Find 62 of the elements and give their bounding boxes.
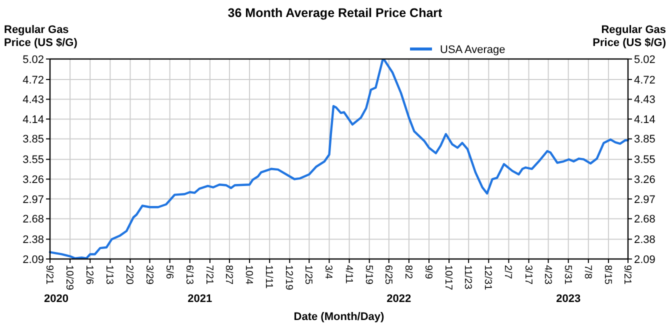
x-tick-label: 4/11 — [342, 265, 354, 284]
x-tick-label: 9/21 — [44, 265, 54, 285]
y2-tick-label: 3.85 — [634, 134, 656, 146]
y-tick-label: 4.72 — [22, 74, 44, 86]
chart-title: 36 Month Average Retail Price Chart — [228, 6, 444, 20]
y2-tick-label: 4.14 — [634, 114, 656, 126]
y2-tick-label: 5.02 — [634, 54, 656, 66]
x-tick-label: 11/11 — [263, 265, 274, 289]
line-series — [48, 58, 630, 260]
y-tick-label: 3.85 — [22, 134, 44, 146]
y-tick-label: 2.97 — [22, 194, 44, 206]
x-tick-label: 9/9 — [422, 265, 434, 280]
x-tick-label: 3/4 — [322, 265, 334, 280]
x-tick-label: 7/8 — [582, 265, 593, 280]
x-tick-label: 12/19 — [283, 265, 294, 290]
y-tick-label: 2.38 — [22, 234, 44, 246]
x-tick-label: 11/23 — [462, 265, 474, 290]
y-axis-title: Regular Gas Price (US $/G) — [4, 24, 78, 49]
x-tick-label: 12/31 — [482, 265, 494, 290]
y-tick-label: 3.26 — [22, 174, 44, 186]
text: 2021 — [188, 293, 212, 305]
y2-tick-label: 4.43 — [634, 94, 656, 106]
x-tick-label: 2/7 — [502, 265, 514, 280]
x-tick-label: 6/25 — [382, 265, 394, 285]
x-tick-label: 12/6 — [84, 265, 95, 285]
x-tick-label: 8/27 — [222, 265, 234, 285]
x-tick-label: 9/21 — [622, 265, 632, 285]
x-tick-label: 7/21 — [203, 265, 214, 285]
y2-tick-label: 3.55 — [634, 154, 656, 166]
x-tick-label: 10/17 — [442, 265, 454, 290]
x-tick-label: 5/6 — [163, 265, 174, 280]
x-tick-label: 10/29 — [64, 265, 75, 290]
y2-axis-title: Regular Gas Price (US $/G) — [592, 24, 666, 49]
x-tick-label: 5/31 — [562, 265, 573, 285]
y2-tick-label: 2.97 — [634, 194, 656, 206]
y2-tick-label: 2.38 — [634, 234, 656, 246]
y2-tick-label: 2.09 — [634, 254, 656, 266]
x-tick-label: 3/17 — [522, 265, 534, 285]
y-tick-label: 4.43 — [22, 94, 44, 106]
text: 2020 — [44, 293, 68, 305]
x-tick-label: 8/15 — [602, 265, 613, 285]
y-tick-label: 2.09 — [22, 254, 44, 266]
x-tick-label: 8/2 — [402, 265, 414, 280]
text: 2023 — [556, 293, 581, 305]
x-tick-label: 1/25 — [302, 265, 314, 285]
y-tick-label: 2.68 — [22, 214, 44, 226]
x-axis-title: Date (Month/Day) — [294, 311, 385, 323]
x-tick-label: 3/29 — [143, 265, 154, 285]
y-tick-label: 5.02 — [22, 54, 44, 66]
y-tick-label: 3.55 — [22, 154, 44, 166]
x-tick-label: 2/20 — [124, 265, 135, 285]
x-tick-label: 1/13 — [104, 265, 115, 285]
y2-tick-label: 4.72 — [634, 74, 656, 86]
legend-label: USA Average — [440, 44, 506, 56]
x-tick-label: 10/4 — [243, 265, 254, 285]
text: 2022 — [386, 293, 412, 305]
y2-tick-label: 3.26 — [634, 174, 656, 186]
x-tick-label: 6/13 — [183, 265, 194, 285]
x-tick-label: 5/19 — [362, 265, 374, 285]
y-tick-label: 4.14 — [22, 114, 44, 126]
y2-tick-label: 2.68 — [634, 214, 656, 226]
x-tick-label: 4/23 — [542, 265, 553, 285]
